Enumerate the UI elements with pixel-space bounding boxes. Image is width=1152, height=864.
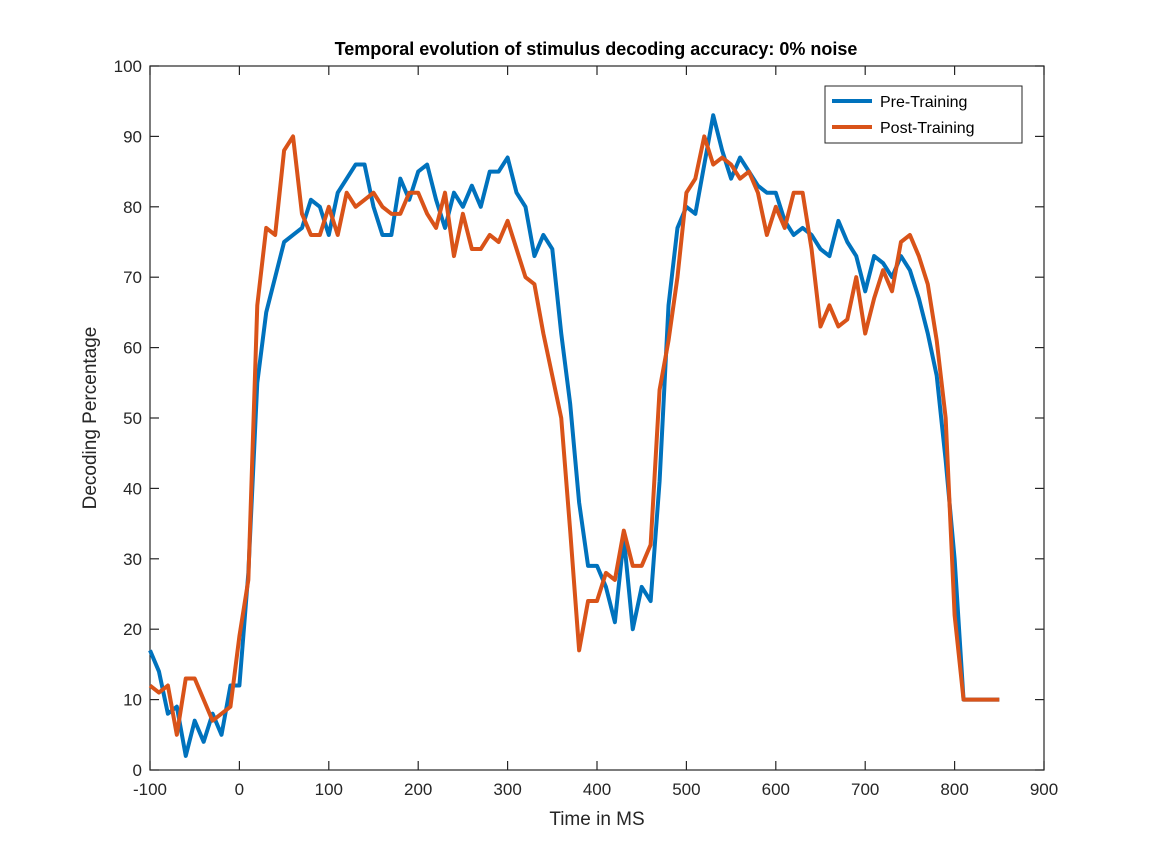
y-axis-label: Decoding Percentage [80, 327, 101, 510]
y-tick-label: 70 [123, 268, 142, 287]
x-tick-label: 100 [315, 780, 343, 799]
y-tick-label: 20 [123, 620, 142, 639]
y-tick-label: 80 [123, 198, 142, 217]
series-lines [148, 113, 1000, 758]
x-tick-label: 200 [404, 780, 432, 799]
x-tick-label: 500 [672, 780, 700, 799]
legend-label-post-training: Post-Training [880, 120, 975, 137]
y-tick-label: 50 [123, 409, 142, 428]
x-tick-label: 700 [851, 780, 879, 799]
x-tick-label: 800 [940, 780, 968, 799]
series-line-pre-training [148, 113, 1000, 758]
x-axis-label: Time in MS [549, 809, 644, 830]
y-tick-label: 40 [123, 479, 142, 498]
y-tick-label: 0 [133, 761, 142, 780]
series-line-post-training [148, 134, 1000, 737]
legend-box [824, 85, 1023, 144]
y-tick-label: 10 [123, 691, 142, 710]
chart-title: Temporal evolution of stimulus decoding … [335, 39, 858, 59]
y-tick-label: 90 [123, 127, 142, 146]
x-tick-label: -100 [133, 780, 167, 799]
plot-area [149, 65, 1045, 771]
y-tick-label: 60 [123, 339, 142, 358]
legend-label-pre-training: Pre-Training [880, 94, 967, 111]
y-tick-label: 100 [114, 57, 142, 76]
axis-ticks: -100 0 100 200 300 400 500 600 700 800 90001020304… [114, 57, 1059, 799]
legend: Pre-Training Post-Training [824, 85, 1023, 144]
x-tick-label: 400 [583, 780, 611, 799]
x-tick-label: 600 [762, 780, 790, 799]
x-tick-label: 0 [235, 780, 244, 799]
x-tick-label: 900 [1030, 780, 1058, 799]
y-tick-label: 30 [123, 550, 142, 569]
x-tick-label: 300 [493, 780, 521, 799]
